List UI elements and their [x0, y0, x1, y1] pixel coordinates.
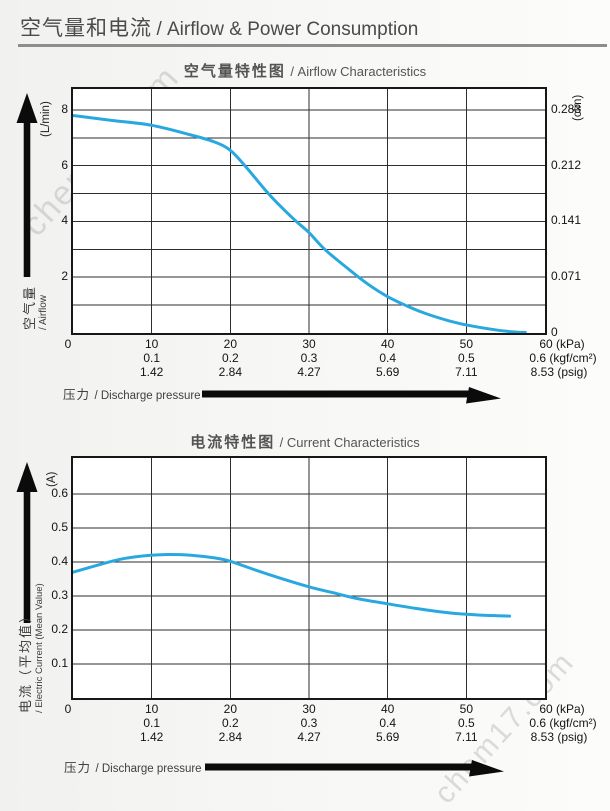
x-tick-label: 0.6 (kgf/cm²)	[529, 716, 597, 730]
x-tick-label: 0.3	[300, 716, 318, 730]
x-tick-label: 0.3	[300, 351, 318, 365]
x-tick-label: 0.1	[143, 351, 160, 365]
current-chart-title-en: / Current Characteristics	[279, 435, 420, 450]
y-tick-label-left: 8	[61, 101, 68, 116]
header-rule	[18, 44, 607, 47]
x-tick-label: 50	[459, 337, 474, 351]
x-tick-label: 30	[302, 337, 316, 351]
y-tick-label-left: 0.3	[51, 588, 68, 603]
airflow-y-axis-label-en: / Airflow	[38, 294, 49, 330]
pressure-label-en: / Discharge pressure	[94, 390, 201, 402]
x-tick-label: 40	[380, 337, 395, 351]
x-tick-label: 0.1	[143, 716, 160, 730]
current-y-axis-label: 电流（平均值） / Electric Current (Mean Value)	[18, 583, 46, 713]
x-tick-label: 2.84	[218, 365, 243, 379]
y-tick-label-right: 0.283	[551, 101, 582, 116]
x-tick-label: 10	[144, 337, 159, 351]
x-tick-label: 0.4	[379, 716, 396, 730]
x-tick-label: 8.53 (psig)	[530, 365, 588, 379]
pressure-label-zh: 压力	[63, 388, 91, 402]
pressure-axis-label-2: 压力 / Discharge pressure	[64, 757, 202, 777]
x-tick-label: 1.42	[139, 365, 164, 379]
x-tick-label: 1.42	[139, 730, 164, 744]
pressure-label-en: / Discharge pressure	[95, 763, 202, 775]
y-tick-label-right: 0.141	[551, 213, 582, 228]
y-tick-label-left: 0.2	[51, 622, 68, 636]
y-tick-label-left: 0.6	[51, 486, 68, 501]
x-tick-label: 7.11	[455, 365, 478, 379]
x-tick-label: 0	[64, 337, 72, 351]
y-tick-label-right: 0	[551, 325, 558, 339]
y-tick-label-left: 0.1	[51, 656, 68, 670]
airflow-chart-title-en: / Airflow Characteristics	[290, 64, 427, 79]
x-tick-label: 60 (kPa)	[539, 702, 585, 716]
page: chem17.com chem17.com 空气量和电流 / Airflow &…	[0, 12, 610, 810]
airflow-chart-title-zh: 空气量特性图	[183, 63, 286, 80]
pressure-label-zh: 压力	[64, 761, 92, 775]
airflow-curve	[73, 114, 527, 333]
x-tick-label: 20	[223, 702, 238, 716]
x-tick-label: 0.2	[221, 716, 239, 730]
up-arrow-icon	[16, 462, 38, 623]
x-tick-label: 4.27	[297, 365, 321, 379]
electric-current-curve	[73, 552, 512, 618]
x-tick-label: 0.4	[379, 351, 396, 365]
airflow-curve-canvas	[73, 89, 545, 333]
x-tick-label: 5.69	[375, 365, 400, 379]
page-title-zh: 空气量和电流	[20, 17, 152, 40]
y-tick-label-left: 6	[61, 157, 68, 172]
airflow-plot	[71, 87, 547, 335]
y-tick-label-left: 0.4	[51, 554, 68, 569]
x-tick-label: 40	[380, 702, 395, 716]
x-tick-label: 50	[459, 702, 474, 716]
y-tick-label-left: 4	[61, 213, 68, 228]
current-y-axis-label-zh: 电流（平均值）	[18, 607, 33, 713]
right-arrow-icon	[205, 760, 504, 777]
airflow-chart-title: 空气量特性图 / Airflow Characteristics	[0, 60, 610, 81]
page-title-en: / Airflow & Power Consumption	[156, 19, 419, 40]
x-tick-label: 0.6 (kgf/cm²)	[529, 351, 597, 365]
x-tick-label: 10	[144, 702, 159, 716]
x-tick-label: 60 (kPa)	[539, 337, 585, 351]
current-plot	[71, 456, 547, 700]
x-tick-label: 4.27	[297, 730, 321, 744]
y-tick-label-right: 0.071	[551, 269, 582, 284]
y-tick-label-right: 0.212	[551, 157, 582, 172]
current-chart-title-zh: 电流特性图	[190, 434, 276, 451]
airflow-y-axis-label: 空气量 / Airflow	[22, 285, 50, 330]
x-tick-label: 0.5	[457, 351, 475, 365]
up-arrow-icon	[16, 93, 38, 277]
current-chart-title: 电流特性图 / Current Characteristics	[0, 431, 610, 452]
x-tick-label: 5.69	[375, 730, 400, 744]
current-y-axis-label-en: / Electric Current (Mean Value)	[34, 583, 45, 713]
right-arrow-icon	[202, 387, 501, 404]
y-tick-label-left: 2	[61, 269, 68, 284]
current-curve-canvas	[73, 458, 545, 698]
x-tick-label: 0.5	[457, 716, 475, 730]
page-title: 空气量和电流 / Airflow & Power Consumption	[20, 12, 418, 42]
current-left-unit: (A)	[46, 471, 58, 487]
x-tick-label: 7.11	[455, 730, 478, 744]
x-tick-label: 0.2	[221, 351, 239, 365]
pressure-axis-label-1: 压力 / Discharge pressure	[63, 384, 201, 404]
x-tick-label: 2.84	[218, 730, 243, 744]
y-tick-label-left: 0.5	[51, 520, 68, 535]
x-tick-label: 8.53 (psig)	[530, 730, 588, 744]
x-tick-label: 20	[223, 337, 238, 351]
x-tick-label: 0	[64, 702, 72, 716]
airflow-y-axis-label-zh: 空气量	[22, 284, 37, 330]
x-tick-label: 30	[302, 702, 316, 716]
